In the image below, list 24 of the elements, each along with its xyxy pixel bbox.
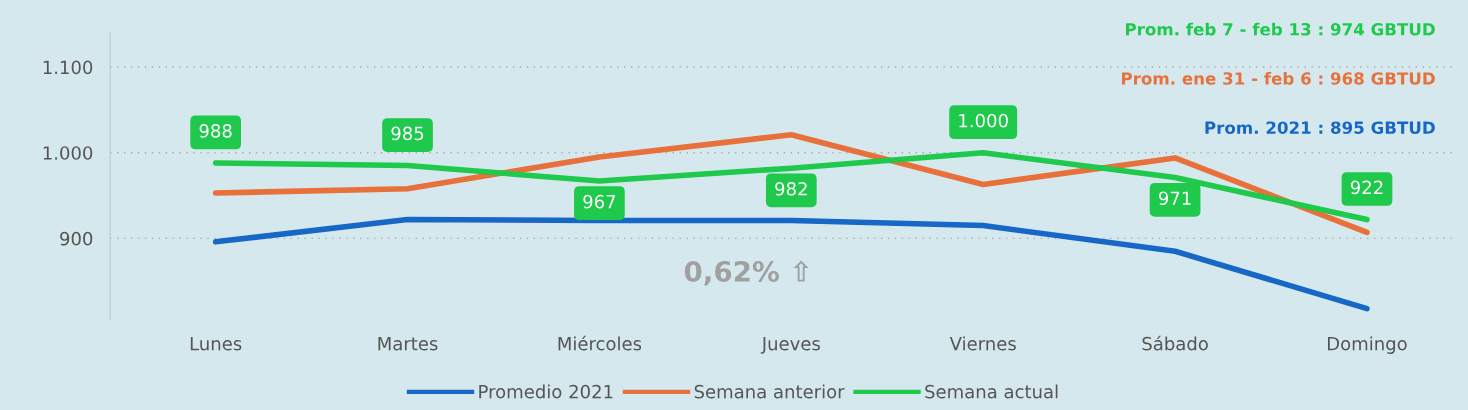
data-label: 988 [199, 124, 232, 138]
data-label: 985 [391, 126, 424, 141]
x-tick-label: Lunes [190, 337, 242, 351]
data-label: 967 [583, 194, 616, 209]
y-tick-label: 1.100 [43, 60, 93, 75]
annotation: Prom. ene 31 - feb 6 : 968 GBTUD [1122, 71, 1435, 85]
data-label: 971 [1158, 191, 1191, 206]
x-tick-label: Jueves [760, 337, 820, 354]
x-tick-label: Miércoles [558, 335, 642, 351]
data-label: 982 [775, 181, 807, 196]
legend-label: Semana anterior [694, 384, 845, 399]
annotation: Prom. feb 7 - feb 13 : 974 GBTUD [1125, 22, 1435, 36]
legend-label: Semana actual [925, 384, 1058, 399]
data-label: 922 [1350, 180, 1383, 195]
annotation: Prom. 2021 : 895 GBTUD [1205, 121, 1435, 134]
legend-label: Promedio 2021 [479, 384, 613, 399]
y-tick-label: 1.000 [43, 146, 93, 160]
y-tick-label: 900 [60, 231, 93, 246]
data-label: 1.000 [959, 113, 1008, 128]
x-tick-label: Martes [378, 337, 438, 351]
annotation: 0,62% ⇧ [684, 260, 809, 286]
x-tick-label: Sábado [1142, 335, 1208, 351]
x-tick-label: Viernes [949, 336, 1016, 351]
x-tick-label: Domingo [1327, 336, 1407, 354]
